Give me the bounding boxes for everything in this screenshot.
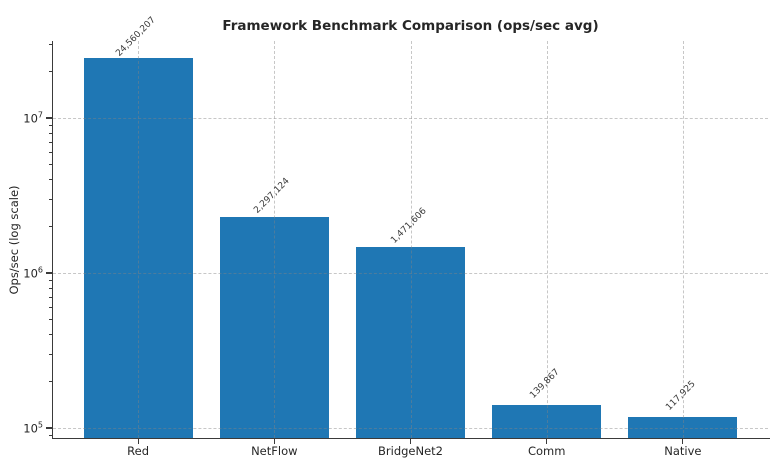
y-tick-label: 106 — [23, 265, 43, 281]
bar-bridgenet2 — [356, 246, 465, 438]
gridline-vertical — [546, 41, 548, 438]
y-minor-tick — [49, 334, 53, 336]
y-minor-tick — [49, 124, 53, 126]
x-tick — [409, 439, 412, 444]
y-minor-tick — [49, 179, 53, 181]
y-major-tick — [46, 272, 52, 274]
y-minor-tick — [49, 164, 53, 166]
bar-value-label: 117,925 — [664, 379, 698, 413]
gridline-vertical — [682, 41, 684, 438]
x-tick — [137, 439, 139, 444]
y-minor-tick — [49, 380, 53, 382]
x-axis-spine — [51, 438, 770, 440]
bar-value-label: 139,867 — [527, 367, 562, 402]
x-tick-label-netflow: NetFlow — [251, 444, 298, 458]
gridline-horizontal — [53, 118, 768, 119]
x-tick-label-bridgenet2: BridgeNet2 — [378, 444, 443, 458]
y-axis-spine — [51, 41, 53, 439]
y-minor-tick — [49, 141, 53, 143]
y-axis-label: Ops/sec (log scale) — [7, 184, 21, 295]
bar-comm — [492, 405, 602, 438]
x-tick-label-comm: Comm — [527, 444, 566, 458]
gridline-vertical — [410, 41, 412, 438]
y-major-tick — [46, 427, 52, 429]
y-minor-tick — [49, 43, 53, 45]
x-tick — [682, 439, 684, 444]
y-minor-tick — [49, 198, 53, 200]
y-tick-label: 107 — [23, 110, 43, 126]
y-minor-tick — [49, 319, 53, 321]
y-minor-tick — [49, 306, 53, 308]
gridline-vertical — [274, 41, 276, 438]
y-minor-tick — [49, 70, 53, 72]
y-minor-tick — [49, 132, 53, 134]
y-minor-tick — [49, 353, 53, 355]
x-tick-label-red: Red — [127, 444, 150, 458]
bar-red — [83, 57, 193, 438]
y-major-tick — [46, 117, 52, 119]
y-minor-tick — [49, 225, 53, 227]
bar-value-label: 2,297,124 — [252, 176, 293, 216]
bar-native — [628, 416, 738, 438]
y-minor-tick — [49, 434, 53, 436]
bar-netflow — [219, 217, 329, 438]
chart-title: Framework Benchmark Comparison (ops/sec … — [222, 18, 599, 34]
x-tick-label-native: Native — [664, 444, 702, 458]
x-tick — [546, 439, 548, 444]
bar-value-label: 24,560,207 — [114, 14, 158, 59]
gridline-horizontal — [53, 428, 768, 429]
y-minor-tick — [49, 151, 53, 153]
y-minor-tick — [49, 296, 53, 298]
y-minor-tick — [49, 287, 53, 289]
y-tick-label: 105 — [23, 420, 43, 436]
bar-value-label: 1,471,606 — [388, 206, 429, 246]
gridline-horizontal — [53, 273, 768, 274]
gridline-vertical — [138, 41, 140, 438]
y-minor-tick — [49, 279, 53, 281]
x-tick — [273, 439, 275, 444]
